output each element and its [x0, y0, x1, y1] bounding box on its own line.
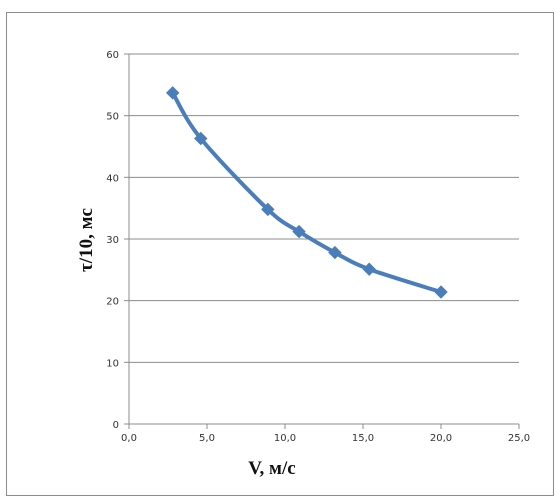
data-point-1 — [194, 131, 208, 146]
y-axis-title: τ/10, мс — [76, 208, 97, 272]
data-point-3 — [292, 224, 306, 239]
x-tick-label-4: 20,0 — [430, 433, 452, 444]
x-tick-label-0: 0,0 — [121, 433, 137, 444]
x-tick-labels: 0,0 5,0 10,0 15,0 20,0 25,0 — [121, 424, 530, 444]
y-tick-label-2: 20 — [106, 297, 119, 308]
gridlines — [129, 53, 519, 363]
data-point-0 — [165, 86, 180, 100]
x-tick-label-1: 5,0 — [199, 433, 215, 444]
y-tick-label-1: 10 — [106, 358, 119, 369]
y-tick-label-3: 30 — [106, 235, 119, 246]
y-tick-label-6: 60 — [106, 50, 119, 61]
y-tick-labels: 0 10 20 30 40 50 60 — [106, 50, 129, 431]
series-layer — [165, 86, 448, 299]
data-point-6 — [434, 285, 448, 299]
x-tick-label-5: 25,0 — [508, 433, 530, 444]
series-line-0 — [170, 90, 443, 295]
y-tick-label-4: 40 — [106, 173, 119, 184]
data-point-2 — [261, 202, 275, 217]
y-tick-label-5: 50 — [106, 112, 119, 123]
x-axis-title: V, м/с — [248, 458, 295, 479]
x-tick-label-2: 10,0 — [274, 433, 296, 444]
x-tick-label-3: 15,0 — [352, 433, 374, 444]
y-tick-label-0: 0 — [113, 420, 119, 431]
data-point-4 — [328, 245, 342, 260]
data-point-5 — [362, 262, 376, 276]
chart-frame — [6, 12, 554, 496]
